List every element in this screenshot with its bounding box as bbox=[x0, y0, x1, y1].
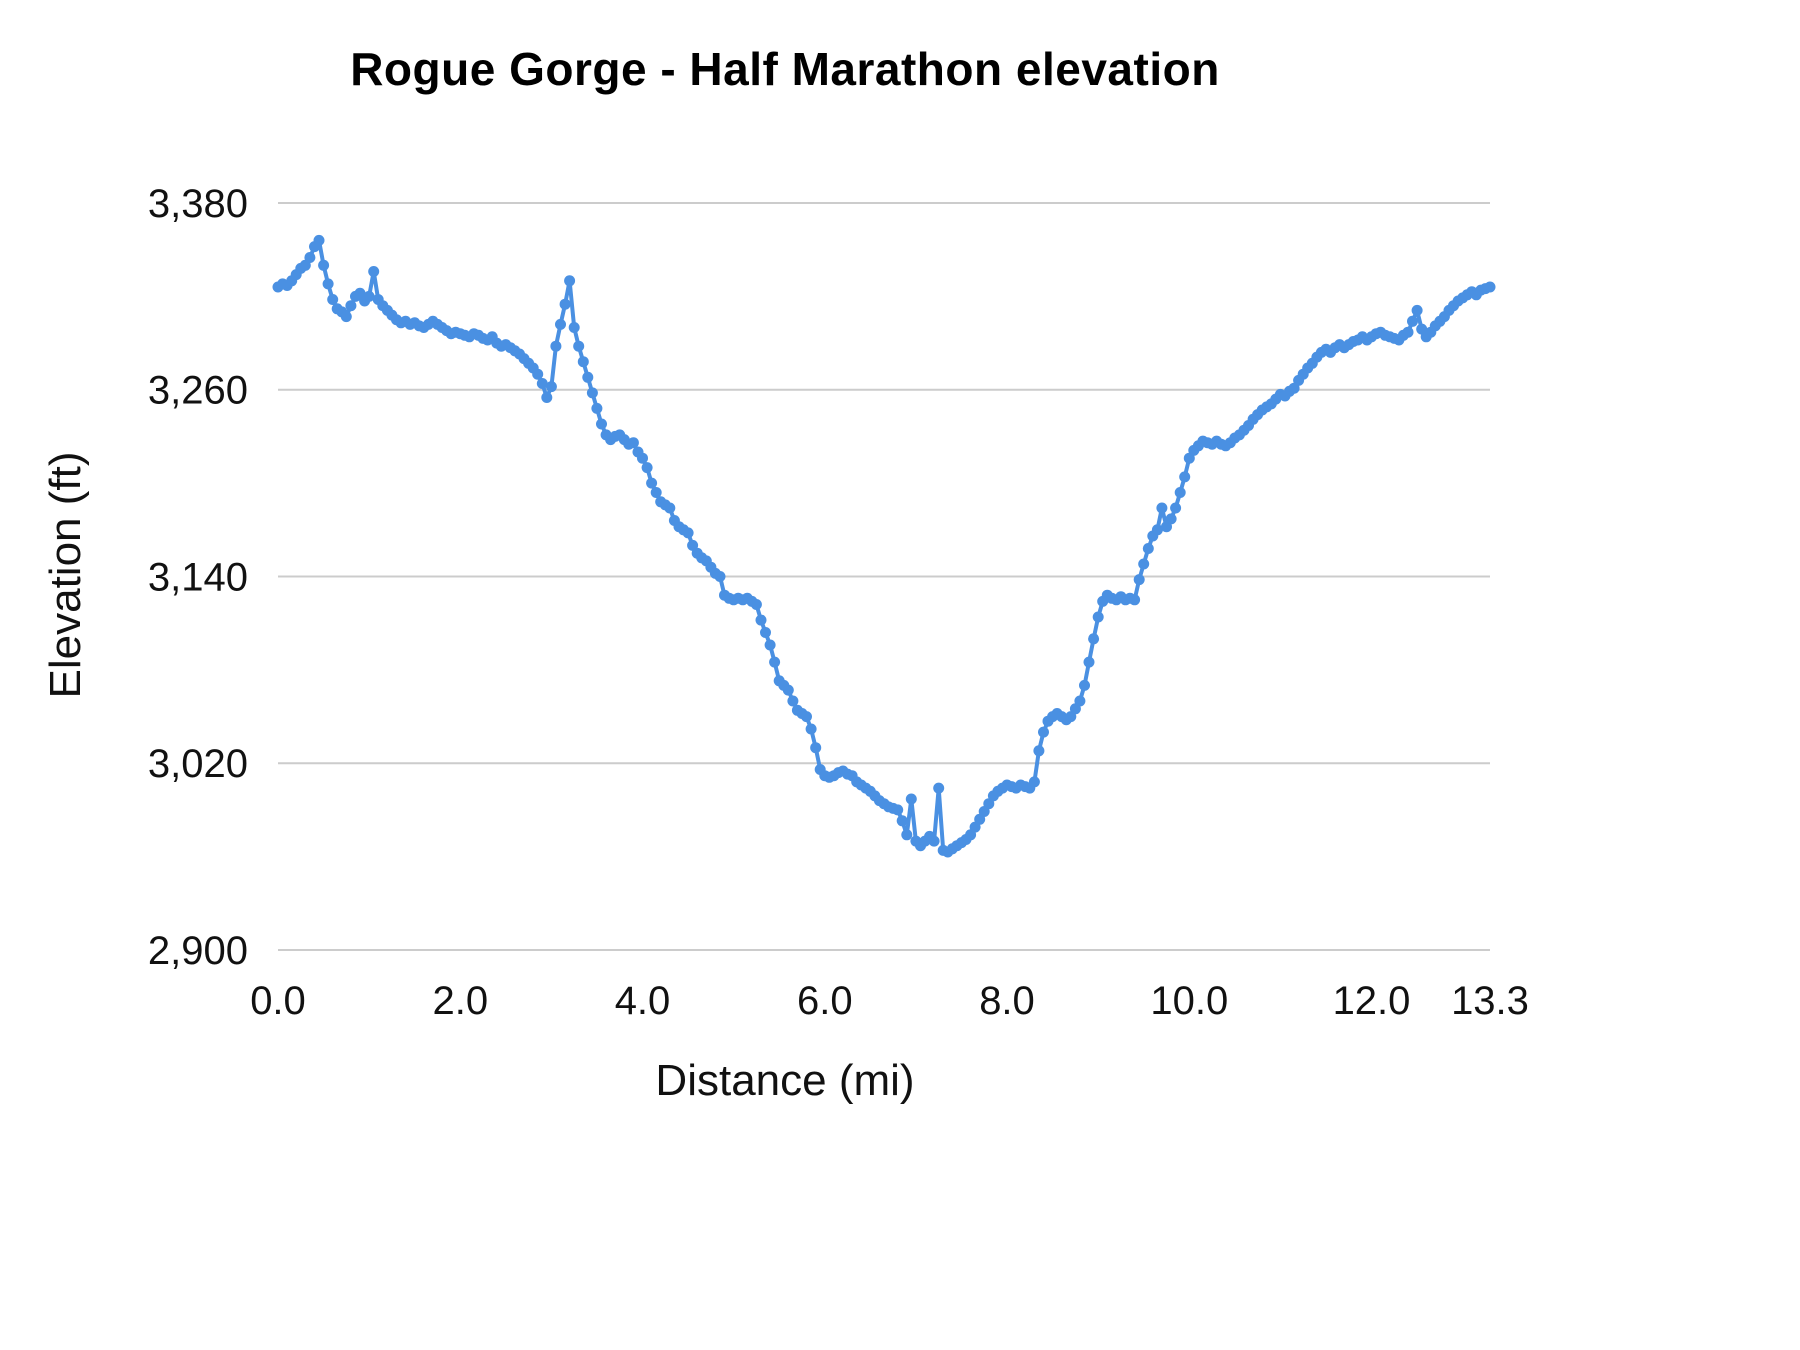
data-point bbox=[764, 639, 776, 651]
data-point bbox=[1151, 524, 1163, 536]
x-tick-label: 8.0 bbox=[979, 979, 1035, 1023]
data-point bbox=[682, 527, 694, 539]
data-point bbox=[1038, 726, 1049, 738]
data-point bbox=[892, 804, 904, 816]
data-point bbox=[1033, 745, 1045, 757]
data-point bbox=[896, 815, 908, 827]
data-point bbox=[805, 723, 817, 735]
data-point bbox=[322, 278, 334, 290]
data-point bbox=[545, 381, 557, 393]
data-point bbox=[541, 392, 553, 403]
x-axis-title: Distance (mi) bbox=[655, 1056, 915, 1105]
x-tick-label: 0.0 bbox=[250, 979, 306, 1023]
data-point bbox=[1402, 326, 1414, 338]
data-point bbox=[304, 252, 316, 263]
data-point bbox=[1165, 513, 1177, 525]
data-point bbox=[641, 462, 653, 474]
data-point bbox=[318, 259, 330, 271]
data-point bbox=[1133, 574, 1145, 586]
data-point bbox=[1129, 594, 1141, 606]
data-point bbox=[810, 742, 822, 754]
data-point bbox=[1079, 679, 1090, 691]
data-point bbox=[1138, 558, 1150, 570]
data-point bbox=[568, 322, 580, 333]
data-point bbox=[363, 290, 375, 302]
data-point bbox=[1092, 611, 1104, 623]
y-tick-label: 3,260 bbox=[148, 369, 248, 413]
data-point bbox=[1484, 281, 1496, 293]
data-point bbox=[1028, 776, 1040, 788]
data-point bbox=[327, 294, 339, 305]
data-point bbox=[555, 318, 566, 330]
x-tick-label: 10.0 bbox=[1150, 979, 1228, 1023]
data-point bbox=[596, 418, 607, 430]
data-point bbox=[1179, 471, 1191, 483]
data-point bbox=[750, 599, 762, 610]
data-point bbox=[586, 387, 598, 399]
data-point bbox=[550, 340, 562, 352]
data-point bbox=[1074, 695, 1086, 707]
y-tick-label: 2,900 bbox=[148, 929, 248, 973]
data-point bbox=[582, 371, 594, 383]
data-point bbox=[564, 275, 576, 287]
data-point bbox=[1407, 315, 1418, 327]
x-tick-label: 2.0 bbox=[432, 979, 488, 1023]
data-point bbox=[368, 266, 380, 277]
y-tick-label: 3,140 bbox=[148, 555, 248, 599]
x-tick-label: 4.0 bbox=[615, 979, 671, 1023]
y-tick-label: 3,020 bbox=[148, 742, 248, 786]
data-point bbox=[928, 835, 940, 847]
data-point bbox=[1142, 543, 1154, 554]
data-point bbox=[1088, 633, 1100, 645]
data-point bbox=[577, 356, 589, 368]
data-point bbox=[536, 378, 548, 389]
data-point bbox=[714, 571, 726, 582]
chart-title: Rogue Gorge - Half Marathon elevation bbox=[350, 43, 1220, 95]
x-tick-label: 6.0 bbox=[797, 979, 853, 1023]
data-point bbox=[340, 311, 352, 323]
y-tick-label: 3,380 bbox=[148, 182, 248, 226]
data-point bbox=[637, 452, 648, 464]
data-point bbox=[801, 711, 812, 723]
data-point bbox=[627, 437, 639, 449]
x-tick-label: 12.0 bbox=[1333, 979, 1411, 1023]
data-point bbox=[1156, 502, 1168, 514]
data-point bbox=[933, 782, 945, 794]
data-point bbox=[755, 614, 767, 626]
data-point bbox=[901, 829, 913, 841]
data-point bbox=[1174, 487, 1186, 498]
data-point bbox=[650, 487, 662, 498]
data-point bbox=[591, 402, 603, 414]
data-point bbox=[1170, 502, 1182, 514]
data-point bbox=[559, 298, 571, 310]
data-point bbox=[760, 627, 771, 638]
data-point bbox=[573, 340, 585, 352]
data-point bbox=[532, 368, 544, 380]
data-point bbox=[787, 695, 799, 707]
data-point bbox=[345, 300, 357, 312]
data-point bbox=[1411, 304, 1423, 316]
data-point bbox=[1083, 656, 1095, 668]
data-point bbox=[664, 502, 676, 514]
data-point bbox=[905, 793, 917, 805]
data-point bbox=[646, 477, 658, 489]
x-tick-label: 13.3 bbox=[1451, 979, 1529, 1023]
data-point bbox=[782, 684, 794, 696]
data-point bbox=[313, 234, 325, 246]
data-point bbox=[769, 656, 781, 668]
